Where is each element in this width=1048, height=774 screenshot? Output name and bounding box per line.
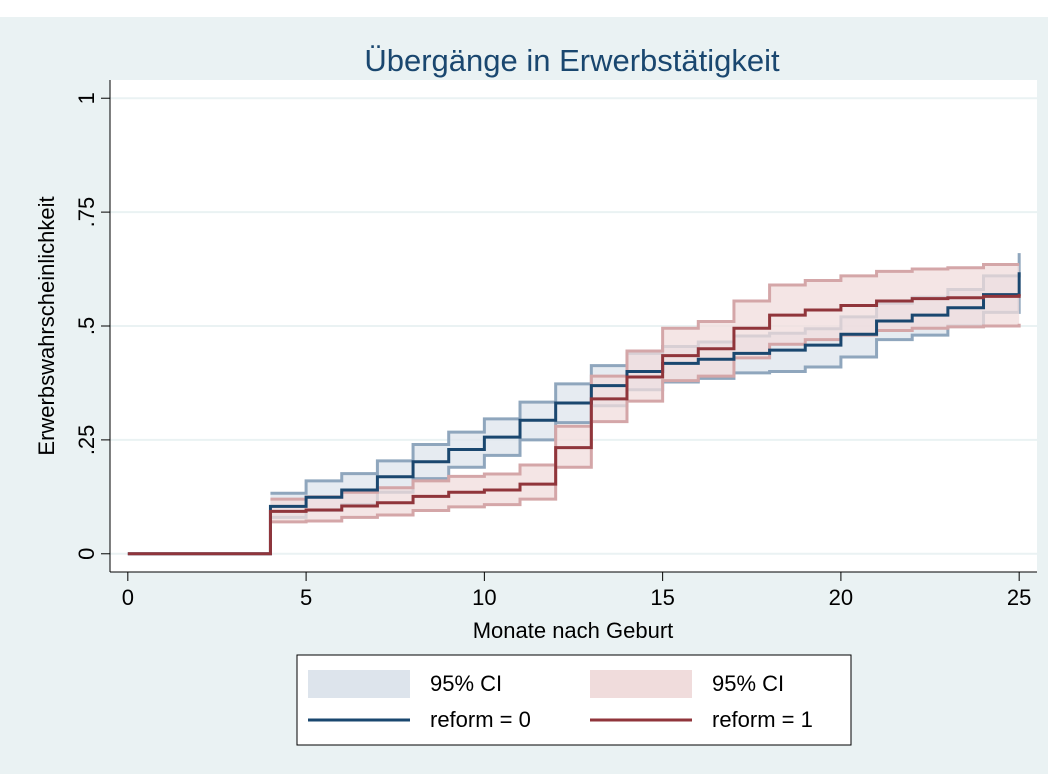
step-line <box>127 272 1021 556</box>
step-line <box>127 294 1021 556</box>
y-tick-label: 1 <box>74 92 99 104</box>
x-tick-label: 15 <box>650 585 674 610</box>
x-tick-label: 20 <box>829 585 853 610</box>
ci-band <box>270 264 1020 522</box>
y-tick-label: .75 <box>74 197 99 228</box>
ci-lower <box>270 323 1021 524</box>
legend-label: reform = 1 <box>712 707 813 732</box>
legend-label: reform = 0 <box>430 707 531 732</box>
y-tick-label: .25 <box>74 425 99 456</box>
chart-title: Übergänge in Erwerbstätigkeit <box>364 43 780 78</box>
y-tick-label: 0 <box>74 548 99 560</box>
legend-label: 95% CI <box>712 671 784 696</box>
legend-swatch <box>308 670 410 698</box>
x-tick-label: 5 <box>300 585 312 610</box>
x-tick-label: 25 <box>1007 585 1031 610</box>
legend-swatch <box>590 670 692 698</box>
legend-label: 95% CI <box>430 671 502 696</box>
x-tick-label: 0 <box>122 585 134 610</box>
y-tick-label: .5 <box>74 317 99 335</box>
x-tick-label: 10 <box>472 585 496 610</box>
ci-upper <box>270 263 1020 501</box>
y-axis-label: Erwerbswahrscheinlichkeit <box>34 196 59 455</box>
x-axis-label: Monate nach Geburt <box>473 618 674 643</box>
